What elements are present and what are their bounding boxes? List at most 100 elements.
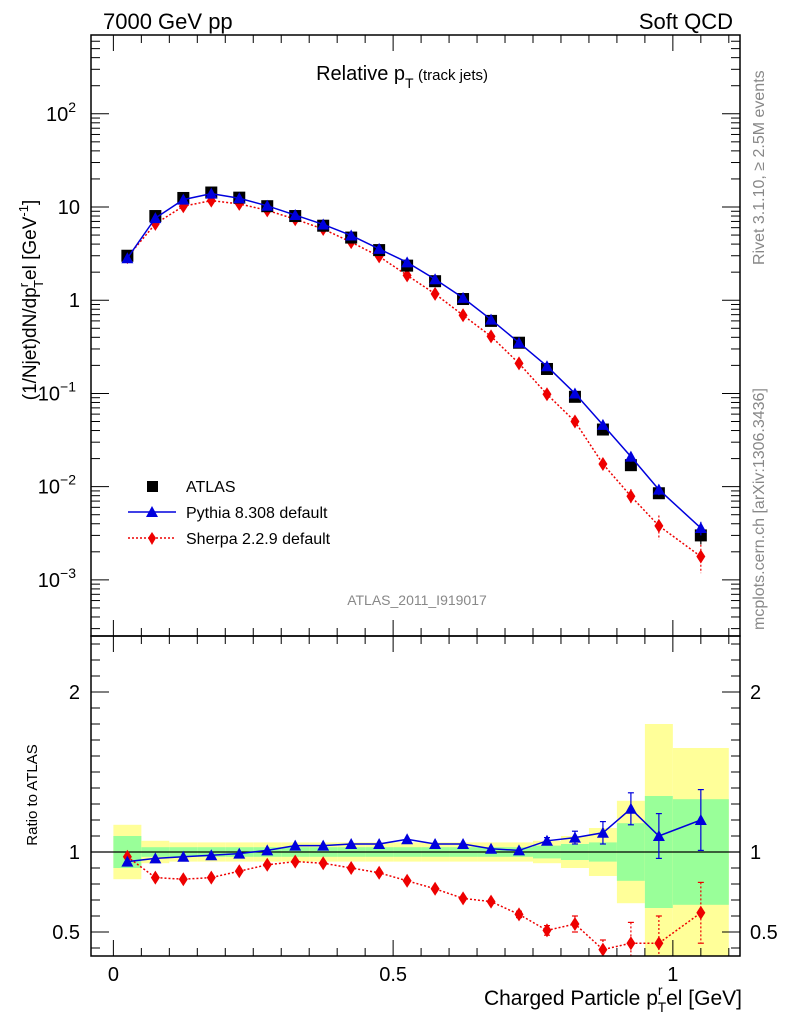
y-axis-label-sup2: -1	[16, 205, 31, 217]
pythia-marker	[624, 450, 637, 462]
main-y-tick-label: 102	[46, 99, 76, 126]
ratio-x-tick-label: 1	[667, 964, 678, 986]
y-axis-label-sup: r	[16, 282, 31, 287]
sherpa-marker	[696, 549, 706, 564]
header-energy: 7000 GeV pp	[103, 9, 233, 34]
pythia-marker	[317, 218, 330, 230]
ratio-sherpa-marker	[626, 936, 636, 951]
svg-text:(1/Njet)dN/dprTel [GeV-1]: (1/Njet)dN/dprTel [GeV-1]	[16, 200, 46, 401]
ratio-pythia-marker	[429, 838, 442, 849]
ratio-pythia-marker	[485, 842, 498, 854]
pythia-marker	[568, 387, 581, 399]
ratio-pythia-marker	[345, 838, 358, 849]
sherpa-marker	[542, 387, 552, 402]
sherpa-marker	[402, 268, 412, 283]
y-axis-label-part-b: el [GeV	[20, 216, 41, 280]
legend-atlas-marker	[147, 481, 158, 492]
pythia-marker	[373, 242, 386, 254]
plot-title: Relative p	[316, 63, 405, 85]
main-y-tick-label: 10	[58, 197, 80, 219]
ratio-sherpa-marker	[178, 872, 188, 887]
ratio-y-tick-label-right: 1	[750, 842, 761, 864]
ratio-sherpa-marker	[234, 864, 244, 879]
ratio-sherpa-marker	[598, 942, 608, 957]
ratio-x-tick-label: 0.5	[379, 964, 407, 986]
ratio-sherpa-marker	[430, 881, 440, 896]
pythia-marker	[345, 229, 358, 241]
ratio-pythia-marker	[317, 839, 330, 851]
atlas-marker	[624, 459, 637, 472]
ratio-pythia-marker	[205, 849, 218, 861]
main-axes: 10−3 10−2 10−1 1 10 102	[38, 34, 740, 636]
ratio-data-layer	[121, 788, 707, 957]
ratio-y-tick-label: 2	[69, 682, 80, 704]
main-y-tick-label: 10−1	[38, 378, 76, 405]
ratio-panel: 0 0.5 1 0.5 0.5 1 1 2 2 Ratio to ATLAS Charged P…	[24, 635, 778, 1015]
plot-title-suffix: (track jets)	[418, 67, 488, 84]
ratio-sherpa-marker	[542, 923, 552, 938]
sherpa-marker	[458, 308, 468, 323]
ratio-pythia-marker	[540, 834, 553, 846]
pythia-marker	[652, 483, 665, 495]
ratio-pythia-marker	[624, 802, 637, 814]
x-axis-label-sup: r	[658, 982, 663, 998]
sherpa-marker	[598, 457, 608, 472]
svg-text:Charged Particle prTel [GeV]: Charged Particle pr Tel [GeV]	[484, 982, 742, 1015]
ratio-x-tick-label: 0	[108, 964, 119, 986]
pythia-marker	[429, 273, 442, 285]
y-axis-label-part-a: (1/Njet)dN/dp	[20, 287, 41, 400]
legend: ATLAS Pythia 8.308 default Sherpa 2.2.9 …	[128, 479, 331, 548]
ratio-pythia-marker	[694, 814, 707, 825]
ratio-pythia-marker	[149, 852, 162, 864]
y-axis-label: (1/Njet)dN/dprTel [GeV-1]	[16, 200, 46, 401]
pythia-marker	[261, 199, 274, 211]
ratio-sherpa-marker	[318, 856, 328, 871]
rivet-version-label: Rivet 3.1.10, ≥ 2.5M events	[751, 70, 768, 265]
analysis-reference-label: ATLAS_2011_I919017	[347, 592, 487, 608]
ratio-y-tick-label-right: 0.5	[750, 922, 778, 944]
sherpa-marker	[430, 286, 440, 301]
sherpa-marker	[514, 356, 524, 371]
x-axis-label: Charged Particle pr Tel [GeV]	[484, 982, 742, 1015]
ratio-pythia-marker	[596, 826, 609, 838]
ratio-plot-frame	[90, 635, 741, 957]
ratio-pythia-marker	[457, 838, 470, 849]
ratio-y-tick-label: 0.5	[52, 922, 80, 944]
ratio-sherpa-marker	[290, 854, 300, 869]
pythia-marker	[233, 192, 246, 204]
ratio-sherpa-line	[126, 856, 702, 951]
ratio-sherpa-marker	[486, 894, 496, 909]
ratio-pythia-marker	[652, 830, 665, 841]
pythia-marker	[596, 418, 609, 430]
pythia-marker	[149, 212, 162, 224]
pythia-marker	[457, 291, 470, 303]
ratio-pythia-marker	[373, 838, 386, 849]
x-axis-label-sub: T	[658, 999, 667, 1015]
pythia-marker	[177, 193, 190, 205]
legend-sherpa-label: Sherpa 2.2.9 default	[186, 531, 331, 548]
ratio-sherpa-marker	[150, 870, 160, 885]
sherpa-marker	[654, 518, 664, 533]
pythia-marker	[540, 360, 553, 372]
ratio-pythia-marker	[233, 847, 246, 859]
x-axis-label-suffix: el [GeV]	[666, 987, 742, 1010]
ratio-sherpa-marker	[514, 907, 524, 922]
sherpa-line	[126, 199, 702, 558]
ratio-sherpa-marker	[206, 870, 216, 885]
pythia-marker	[485, 313, 498, 325]
ratio-pythia-marker	[568, 831, 581, 843]
ratio-sherpa-marker	[654, 936, 664, 951]
main-panel: 10−3 10−2 10−1 1 10 102 Relative p T (track j…	[16, 34, 741, 637]
main-y-tick-label: 10−2	[38, 472, 76, 499]
ratio-sherpa-marker	[374, 865, 384, 880]
main-y-tick-label: 1	[69, 290, 80, 312]
legend-atlas-label: ATLAS	[186, 479, 236, 496]
legend-pythia-label: Pythia 8.308 default	[186, 505, 328, 522]
ratio-pythia-marker	[513, 844, 526, 856]
sherpa-marker	[486, 329, 496, 344]
pythia-marker	[289, 209, 302, 221]
header-process: Soft QCD	[639, 9, 733, 34]
main-data-layer	[121, 186, 707, 574]
ratio-sherpa-marker	[570, 917, 580, 931]
pythia-marker	[205, 187, 218, 199]
